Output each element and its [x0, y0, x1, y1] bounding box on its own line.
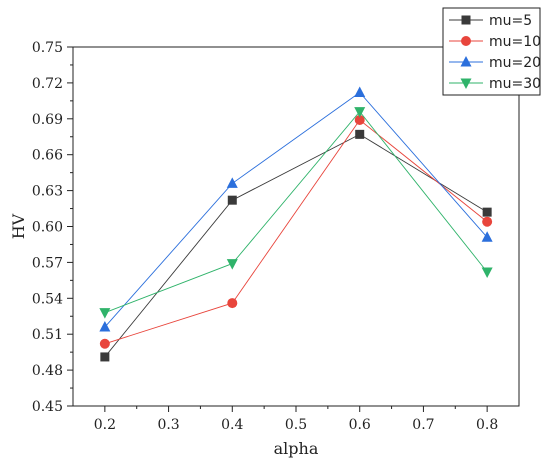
x-tick-label: 0.8: [476, 417, 498, 433]
data-point: [481, 231, 493, 242]
y-tick-label: 0.60: [32, 220, 63, 236]
legend: mu=5 mu=10 mu=20 mu=30: [442, 7, 541, 96]
legend-item: mu=30: [449, 76, 541, 92]
legend-item: mu=10: [449, 34, 541, 50]
y-tick-label: 0.72: [32, 76, 63, 92]
x-tick-label: 0.3: [157, 417, 179, 433]
legend-item: mu=20: [449, 55, 541, 71]
data-point: [99, 338, 110, 349]
legend-marker: [461, 36, 471, 46]
series-mu=20: [99, 86, 493, 332]
legend-label: mu=5: [489, 13, 532, 29]
y-tick-label: 0.63: [32, 184, 63, 200]
legend-marker: [460, 78, 472, 89]
series-line: [104, 91, 488, 328]
y-tick-label: 0.57: [32, 255, 63, 271]
legend-marker: [460, 56, 472, 67]
data-point: [100, 352, 110, 362]
series-line: [104, 119, 488, 345]
data-point: [226, 177, 238, 188]
x-tick-label: 0.6: [349, 417, 371, 433]
data-point: [354, 114, 365, 125]
x-tick-label: 0.7: [412, 417, 434, 433]
y-axis-title: HV: [9, 213, 28, 239]
series-mu=10: [99, 114, 493, 349]
y-tick-label: 0.66: [32, 148, 63, 164]
data-point: [354, 107, 366, 118]
y-tick-label: 0.51: [32, 327, 63, 343]
x-tick-label: 0.4: [221, 417, 243, 433]
x-tick-label: 0.5: [285, 417, 307, 433]
data-point: [227, 195, 237, 205]
data-point: [99, 321, 111, 332]
legend-label: mu=20: [489, 55, 541, 71]
series-mu=5: [100, 129, 492, 362]
legend-label: mu=30: [489, 76, 541, 92]
data-point: [481, 267, 493, 278]
series-mu=30: [99, 107, 493, 319]
y-tick-label: 0.69: [32, 112, 63, 128]
y-tick-label: 0.45: [32, 399, 63, 415]
plot-frame: [72, 46, 520, 407]
legend-marker: [461, 15, 471, 25]
x-axis: 0.2 0.3 0.4 0.5 0.6 0.7 0.8: [94, 406, 498, 433]
x-tick-label: 0.2: [94, 417, 116, 433]
data-point: [482, 207, 492, 217]
legend-item: mu=5: [449, 13, 532, 29]
legend-label: mu=10: [489, 34, 541, 50]
data-point: [226, 259, 238, 270]
data-point: [99, 308, 111, 319]
y-tick-label: 0.75: [32, 40, 63, 56]
series-layer: [99, 86, 493, 362]
plot-border: [72, 46, 520, 407]
data-point: [355, 129, 365, 139]
legend-box: [442, 7, 541, 96]
data-point: [482, 216, 493, 227]
y-tick-label: 0.54: [32, 291, 63, 307]
x-axis-title: alpha: [274, 439, 319, 458]
series-line: [104, 110, 488, 314]
y-axis: 0.45 0.48 0.51 0.54 0.57 0.60 0.63 0.66 0.69 0.72…: [32, 40, 73, 415]
data-point: [227, 298, 238, 309]
data-point: [354, 86, 366, 97]
y-tick-label: 0.48: [32, 363, 63, 379]
series-line: [104, 133, 488, 358]
